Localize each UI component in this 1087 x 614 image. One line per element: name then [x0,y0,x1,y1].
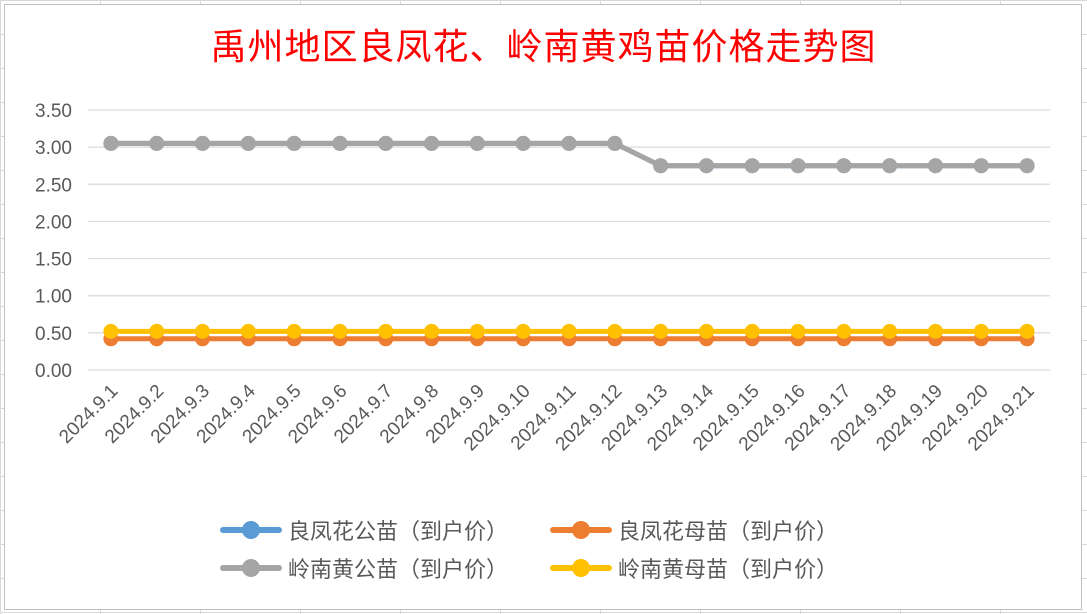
data-point[interactable] [149,323,165,339]
legend-item-4[interactable]: 岭南黄母苗（到户价） [550,550,838,586]
data-point[interactable] [195,323,211,339]
data-point[interactable] [882,323,898,339]
y-tick-label: 3.50 [35,101,72,122]
legend-swatch [220,550,282,586]
legend-marker [572,521,590,539]
legend-label: 良凤花母苗（到户价） [618,520,839,545]
legend-item-1[interactable]: 良凤花公苗（到户价） [220,512,508,548]
data-point[interactable] [103,135,119,151]
data-point[interactable] [424,323,440,339]
data-point[interactable] [698,158,714,174]
data-point[interactable] [744,323,760,339]
data-point[interactable] [424,135,440,151]
data-point[interactable] [836,158,852,174]
legend-item-3[interactable]: 岭南黄公苗（到户价） [220,550,508,586]
data-point[interactable] [653,158,669,174]
data-point[interactable] [149,135,165,151]
legend-item-2[interactable]: 良凤花母苗（到户价） [550,512,838,548]
data-point[interactable] [515,323,531,339]
data-point[interactable] [973,323,989,339]
y-tick-label: 2.50 [35,175,72,196]
data-point[interactable] [698,323,714,339]
data-point[interactable] [103,323,119,339]
data-point[interactable] [790,158,806,174]
legend-marker [242,559,260,577]
data-point[interactable] [653,323,669,339]
series-3 [103,135,1035,174]
y-tick-label: 0.00 [35,361,72,382]
data-point[interactable] [378,323,394,339]
series-4 [103,323,1035,339]
legend-label: 岭南黄母苗（到户价） [618,558,839,583]
data-point[interactable] [240,135,256,151]
chart-title: 禹州地区良凤花、岭南黄鸡苗价格走势图 [210,27,877,68]
data-point[interactable] [927,323,943,339]
legend-label: 岭南黄公苗（到户价） [288,558,509,583]
data-point[interactable] [286,323,302,339]
data-point[interactable] [515,135,531,151]
data-point[interactable] [561,135,577,151]
y-tick-label: 0.50 [35,324,72,345]
data-point[interactable] [240,323,256,339]
y-tick-label: 2.00 [35,212,72,233]
data-point[interactable] [607,135,623,151]
x-axis-ticks: 2024.9.12024.9.22024.9.32024.9.42024.9.5… [55,380,1038,455]
y-tick-label: 3.00 [35,138,72,159]
chart-area[interactable] [4,4,1082,610]
data-point[interactable] [882,158,898,174]
data-point[interactable] [1019,323,1035,339]
data-point[interactable] [607,323,623,339]
data-point[interactable] [469,135,485,151]
y-axis-ticks: 0.00 0.50 1.00 1.50 2.00 2.50 3.00 3.50 [35,101,72,382]
series-lines [103,135,1035,347]
legend-swatch [220,512,282,548]
legend-marker [572,559,590,577]
data-point[interactable] [332,323,348,339]
data-point[interactable] [286,135,302,151]
legend-marker [242,521,260,539]
y-tick-label: 1.50 [35,250,72,271]
legend-label: 良凤花公苗（到户价） [288,520,509,545]
data-point[interactable] [378,135,394,151]
data-point[interactable] [927,158,943,174]
data-point[interactable] [790,323,806,339]
data-point[interactable] [836,323,852,339]
data-point[interactable] [195,135,211,151]
data-point[interactable] [1019,158,1035,174]
data-point[interactable] [973,158,989,174]
data-point[interactable] [469,323,485,339]
legend-swatch [550,512,612,548]
data-point[interactable] [561,323,577,339]
legend-swatch [550,550,612,586]
data-point[interactable] [744,158,760,174]
data-point[interactable] [332,135,348,151]
y-tick-label: 1.00 [35,287,72,308]
